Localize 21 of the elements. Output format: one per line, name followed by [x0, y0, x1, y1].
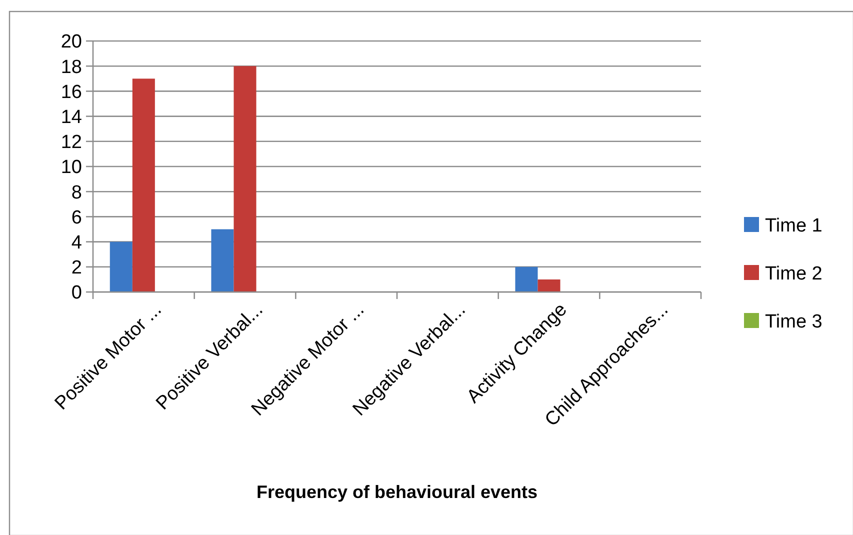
- bar: [234, 66, 256, 292]
- bar: [132, 78, 155, 292]
- y-tick-label: 14: [60, 106, 82, 128]
- y-tick-label: 4: [71, 232, 82, 254]
- legend-label: Time 2: [765, 264, 822, 285]
- y-tick-label: 2: [71, 258, 82, 279]
- y-tick-label: 16: [60, 82, 82, 103]
- bar: [110, 242, 132, 292]
- y-tick-label: 8: [71, 182, 82, 204]
- bar: [211, 229, 234, 292]
- y-tick-label: 6: [71, 207, 82, 228]
- y-tick-label: 12: [60, 132, 82, 154]
- y-tick-label: 10: [60, 157, 82, 178]
- bar: [515, 266, 538, 292]
- legend-label: Time 1: [765, 216, 822, 237]
- y-tick-label: 20: [60, 32, 82, 53]
- legend-label: Time 3: [765, 312, 822, 333]
- y-tick-label: 0: [71, 282, 82, 304]
- x-axis-title: Frequency of behavioural events: [256, 482, 538, 502]
- bar: [538, 279, 560, 292]
- y-tick-label: 18: [60, 56, 82, 78]
